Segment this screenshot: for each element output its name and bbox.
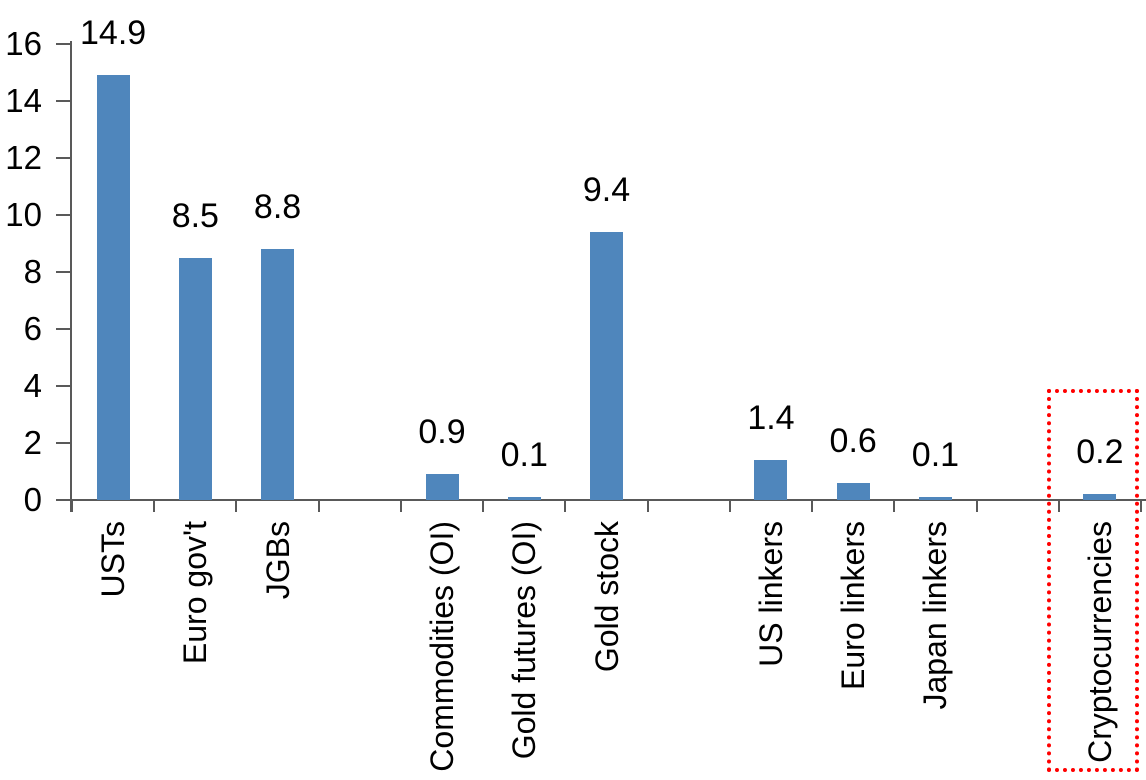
category-label-text: Euro gov't	[177, 521, 214, 665]
bar-value-label-gold-futures-oi: 0.1	[500, 436, 548, 475]
y-axis-tick-label: 0	[23, 481, 42, 518]
category-label-text: Gold futures (OI)	[506, 521, 543, 760]
x-axis-tick	[153, 500, 156, 512]
x-axis-tick	[1140, 500, 1142, 512]
bar-value-label-euro-gov-t: 8.5	[171, 196, 219, 235]
highlight-box	[1047, 389, 1139, 772]
y-axis-tick	[56, 100, 72, 102]
bar-value-label-usts: 14.9	[80, 14, 147, 53]
bar-jgbs	[261, 249, 295, 500]
category-label-text: Japan linkers	[917, 521, 954, 710]
x-axis-tick	[728, 500, 731, 512]
bar-euro-linkers	[836, 482, 870, 500]
category-label-text: US linkers	[752, 521, 789, 667]
x-axis-tick	[893, 500, 896, 512]
y-axis-tick	[56, 271, 72, 273]
x-axis-tick	[646, 500, 649, 512]
category-label-text: Gold stock	[588, 521, 625, 673]
category-label-gold-stock: Gold stock	[587, 521, 627, 672]
x-axis-tick	[1057, 500, 1060, 512]
x-axis-line	[56, 499, 1146, 501]
y-axis-tick-label: 2	[23, 424, 42, 461]
y-axis-tick-label: 8	[23, 253, 42, 290]
x-axis-tick	[71, 500, 73, 512]
category-label-euro-gov-t: Euro gov't	[175, 521, 215, 664]
bar-value-label-euro-linkers: 0.6	[829, 421, 877, 460]
x-axis-tick	[975, 500, 978, 512]
y-axis-tick	[56, 214, 72, 216]
category-label-text: Commodities (OI)	[424, 521, 461, 772]
bar-value-label-us-linkers: 1.4	[747, 399, 795, 438]
x-axis-tick	[317, 500, 320, 512]
category-label-euro-linkers: Euro linkers	[833, 521, 873, 690]
x-axis-tick	[399, 500, 402, 512]
bar-value-label-cryptocurrencies: 0.2	[1076, 433, 1124, 472]
y-axis-tick-label: 6	[23, 310, 42, 347]
bar-gold-stock	[590, 232, 623, 500]
x-axis-tick	[564, 500, 567, 512]
x-axis-tick	[811, 500, 814, 512]
category-label-japan-linkers: Japan linkers	[915, 521, 955, 710]
y-axis-tick	[56, 385, 72, 387]
bar-value-label-japan-linkers: 0.1	[911, 436, 960, 475]
bar-gold-futures-oi	[507, 497, 541, 500]
category-label-commodities-oi: Commodities (OI)	[422, 521, 462, 772]
y-axis-tick	[56, 157, 72, 159]
bar-commodities-oi	[425, 474, 459, 500]
bar-euro-gov-t	[178, 257, 212, 500]
y-axis-line	[70, 41, 72, 512]
bar-cryptocurrencies	[1083, 494, 1117, 500]
y-axis-tick	[56, 43, 72, 45]
category-label-usts: USTs	[93, 521, 133, 597]
category-label-text: Euro linkers	[835, 521, 872, 690]
y-axis-tick-label: 4	[23, 367, 42, 404]
bar-value-label-jgbs: 8.8	[253, 188, 302, 227]
y-axis-tick-label: 16	[5, 25, 42, 62]
bar-japan-linkers	[918, 497, 952, 500]
bar-usts	[96, 75, 130, 500]
category-label-us-linkers: US linkers	[751, 521, 791, 667]
category-label-jgbs: JGBs	[258, 521, 298, 599]
bar-value-label-commodities-oi: 0.9	[418, 413, 466, 452]
bar-us-linkers	[754, 460, 788, 500]
y-axis-tick	[56, 442, 72, 444]
y-axis-tick-label: 10	[5, 196, 42, 233]
category-label-gold-futures-oi: Gold futures (OI)	[504, 521, 544, 759]
x-axis-tick	[482, 500, 485, 512]
y-axis-tick-label: 12	[5, 139, 42, 176]
bar-value-label-gold-stock: 9.4	[582, 171, 631, 210]
y-axis-tick	[56, 499, 72, 501]
y-axis-tick-label: 14	[5, 82, 42, 119]
category-label-text: USTs	[95, 521, 132, 598]
category-label-text: JGBs	[259, 521, 296, 600]
x-axis-tick	[235, 500, 238, 512]
y-axis-tick	[56, 328, 72, 330]
